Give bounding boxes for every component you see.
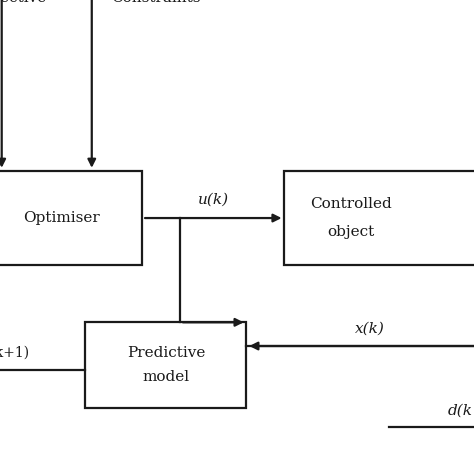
- Bar: [0, 171, 142, 265]
- Text: x(k): x(k): [355, 321, 385, 336]
- Text: d(k: d(k: [447, 404, 472, 418]
- Text: Predictive: Predictive: [127, 346, 205, 360]
- Text: Objective: Objective: [0, 0, 46, 5]
- Text: Constraints: Constraints: [111, 0, 200, 5]
- Text: Controlled: Controlled: [310, 197, 392, 211]
- Text: object: object: [327, 225, 374, 239]
- Bar: [85, 322, 246, 408]
- Text: u(k): u(k): [198, 192, 229, 206]
- Text: model: model: [142, 370, 190, 384]
- Bar: [284, 171, 474, 265]
- Text: â(k+1): â(k+1): [0, 345, 29, 359]
- Text: Optimiser: Optimiser: [23, 211, 100, 225]
